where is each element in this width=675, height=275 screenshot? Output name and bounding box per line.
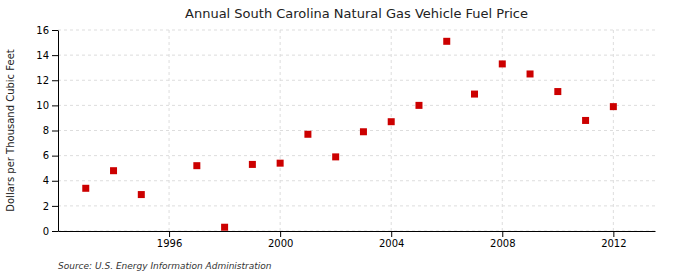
y-tick-mark xyxy=(52,206,58,207)
y-tick-mark xyxy=(52,30,58,31)
point xyxy=(138,191,145,198)
y-tick: 14 xyxy=(36,50,58,61)
y-tick: 6 xyxy=(43,150,58,161)
x-tick-label: 2000 xyxy=(268,238,293,249)
y-tick: 0 xyxy=(43,226,58,237)
x-tick-mark xyxy=(502,231,503,237)
y-tick-mark xyxy=(52,55,58,56)
x-tick: 1996 xyxy=(157,231,182,249)
y-tick-mark xyxy=(52,105,58,106)
x-tick-mark xyxy=(169,231,170,237)
grid-line xyxy=(280,30,281,231)
grid-line xyxy=(58,30,655,31)
point xyxy=(443,38,450,45)
x-axis: 1996 2000 2004 2008 2012 xyxy=(59,231,656,249)
y-tick-mark xyxy=(52,181,58,182)
point xyxy=(221,224,228,231)
annotation: Source: U.S. Energy Information Administ… xyxy=(58,261,272,271)
x-tick-mark xyxy=(391,231,392,237)
y-tick: 4 xyxy=(43,175,58,186)
y-tick-label: 6 xyxy=(43,150,49,161)
title: Annual South Carolina Natural Gas Vehicl… xyxy=(185,6,528,21)
point xyxy=(471,91,478,98)
points xyxy=(82,38,617,231)
point xyxy=(82,185,89,192)
x-tick: 2008 xyxy=(490,231,515,249)
x-tick-mark xyxy=(613,231,614,237)
grid-line xyxy=(502,30,503,231)
point xyxy=(388,118,395,125)
y-tick-mark xyxy=(52,131,58,132)
y-tick-mark xyxy=(52,156,58,157)
y-tick-label: 8 xyxy=(43,125,49,136)
grid-line xyxy=(58,55,655,56)
point xyxy=(527,70,534,77)
x-tick-label: 1996 xyxy=(157,238,182,249)
y-tick-label: 12 xyxy=(36,75,49,86)
x-tick: 2000 xyxy=(268,231,293,249)
point xyxy=(249,161,256,168)
x-tick-mark xyxy=(280,231,281,237)
y-tick: 16 xyxy=(36,25,58,36)
point xyxy=(554,88,561,95)
grid-line xyxy=(613,30,614,231)
grid-line xyxy=(169,30,170,231)
y-tick: 10 xyxy=(36,100,58,111)
y-axis: 0 2 4 6 8 10 12 14 16 xyxy=(36,25,58,237)
point xyxy=(193,162,200,169)
grid-line xyxy=(58,205,655,206)
point xyxy=(499,60,506,67)
y-axis-line xyxy=(58,31,59,232)
y-tick: 2 xyxy=(43,201,58,212)
y-tick-label: 4 xyxy=(43,175,49,186)
grid-line xyxy=(58,231,655,232)
grid-line xyxy=(58,105,655,106)
y-axis-label: Dollars per Thousand Cubic Feet xyxy=(5,49,16,212)
y-tick-label: 14 xyxy=(36,50,49,61)
y-tick-label: 10 xyxy=(36,100,49,111)
grid xyxy=(58,30,655,231)
point xyxy=(610,103,617,110)
point xyxy=(332,153,339,160)
y-tick-label: 16 xyxy=(36,25,49,36)
y-tick: 12 xyxy=(36,75,58,86)
x-tick-label: 2008 xyxy=(490,238,515,249)
point xyxy=(415,102,422,109)
y-tick-label: 2 xyxy=(43,201,49,212)
x-axis-line xyxy=(59,231,656,232)
y-tick-label: 0 xyxy=(43,226,49,237)
point xyxy=(582,117,589,124)
x-tick-label: 2004 xyxy=(379,238,404,249)
grid-line xyxy=(58,130,655,131)
x-tick: 2004 xyxy=(379,231,404,249)
grid-line xyxy=(58,80,655,81)
point xyxy=(360,128,367,135)
y-tick-mark xyxy=(52,80,58,81)
grid-line xyxy=(391,30,392,231)
chart: 1996 2000 2004 2008 2012 0 2 4 6 8 10 12 14 16 Annual … xyxy=(0,0,675,275)
y-tick-mark xyxy=(52,231,58,232)
point xyxy=(277,160,284,167)
x-tick: 2012 xyxy=(601,231,626,249)
plot-area: 1996 2000 2004 2008 2012 0 2 4 6 8 10 12 14 16 xyxy=(36,25,655,249)
grid-line xyxy=(58,180,655,181)
grid-line xyxy=(58,155,655,156)
point xyxy=(304,131,311,138)
y-tick: 8 xyxy=(43,125,58,136)
x-tick-label: 2012 xyxy=(601,238,626,249)
point xyxy=(110,167,117,174)
